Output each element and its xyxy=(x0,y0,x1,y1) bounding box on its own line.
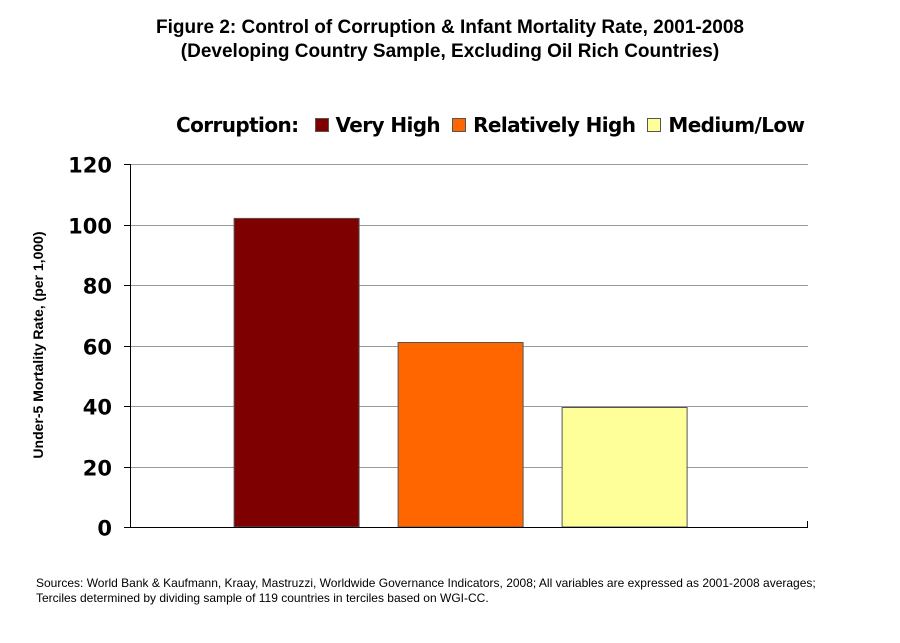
bar-medium-low xyxy=(561,407,688,528)
y-tick-label-120: 120 xyxy=(68,154,112,178)
bar-relatively-high xyxy=(397,342,524,528)
chart-subtitle: (Developing Country Sample, Excluding Oi… xyxy=(180,41,720,62)
y-tick-label-60: 60 xyxy=(83,336,112,360)
source-line-2: Terciles determined by dividing sample o… xyxy=(36,591,489,605)
legend-item-very-high: Very High xyxy=(314,113,441,137)
chart-title: Figure 2: Control of Corruption & Infant… xyxy=(0,16,900,64)
bar-very-high xyxy=(233,217,360,528)
y-tick-label-100: 100 xyxy=(68,215,112,239)
legend-title: Corruption: xyxy=(176,113,299,137)
y-tick-label-0: 0 xyxy=(97,517,112,541)
y-tick-labels: 0 20 40 60 80 100 120 xyxy=(68,154,112,541)
axes xyxy=(124,164,808,528)
source-line-1: Sources: World Bank & Kaufmann, Kraay, M… xyxy=(36,576,816,590)
legend-swatch-very-high xyxy=(314,118,329,132)
y-tick-label-40: 40 xyxy=(83,396,112,420)
legend-swatch-medium-low xyxy=(647,118,662,132)
y-tick-label-20: 20 xyxy=(83,457,112,481)
legend-label-medium-low: Medium/Low xyxy=(668,113,805,137)
legend-item-relatively-high: Relatively High xyxy=(452,113,636,137)
chart-legend: Corruption: Very High Relatively High Me… xyxy=(176,110,816,140)
legend-label-very-high: Very High xyxy=(335,113,441,137)
legend-swatch-relatively-high xyxy=(452,118,467,132)
source-note: Sources: World Bank & Kaufmann, Kraay, M… xyxy=(36,576,876,606)
legend-label-relatively-high: Relatively High xyxy=(473,113,636,137)
bars xyxy=(233,217,688,528)
y-tick-label-80: 80 xyxy=(83,275,112,299)
legend-item-medium-low: Medium/Low xyxy=(647,113,805,137)
chart-title-line-1: Figure 2: Control of Corruption & Infant… xyxy=(155,17,744,38)
